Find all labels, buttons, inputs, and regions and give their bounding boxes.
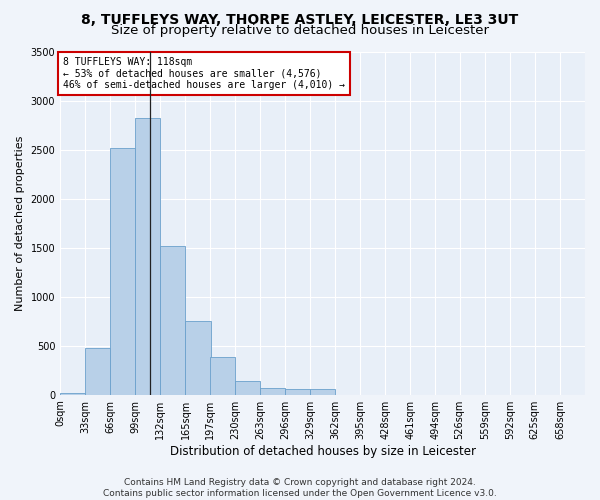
Bar: [136, 118, 160, 394]
Text: Size of property relative to detached houses in Leicester: Size of property relative to detached ho…: [111, 24, 489, 37]
Bar: [310, 390, 335, 394]
Bar: [85, 348, 110, 395]
X-axis label: Distribution of detached houses by size in Leicester: Distribution of detached houses by size …: [170, 444, 476, 458]
Text: 8, TUFFLEYS WAY, THORPE ASTLEY, LEICESTER, LE3 3UT: 8, TUFFLEYS WAY, THORPE ASTLEY, LEICESTE…: [82, 12, 518, 26]
Bar: [260, 388, 285, 394]
Text: 8 TUFFLEYS WAY: 118sqm
← 53% of detached houses are smaller (4,576)
46% of semi-: 8 TUFFLEYS WAY: 118sqm ← 53% of detached…: [63, 56, 345, 90]
Bar: [110, 148, 136, 394]
Bar: [60, 392, 85, 394]
Bar: [185, 321, 211, 394]
Bar: [160, 246, 185, 394]
Y-axis label: Number of detached properties: Number of detached properties: [15, 136, 25, 311]
Bar: [235, 381, 260, 394]
Bar: [210, 358, 235, 395]
Text: Contains HM Land Registry data © Crown copyright and database right 2024.
Contai: Contains HM Land Registry data © Crown c…: [103, 478, 497, 498]
Bar: [285, 390, 310, 394]
